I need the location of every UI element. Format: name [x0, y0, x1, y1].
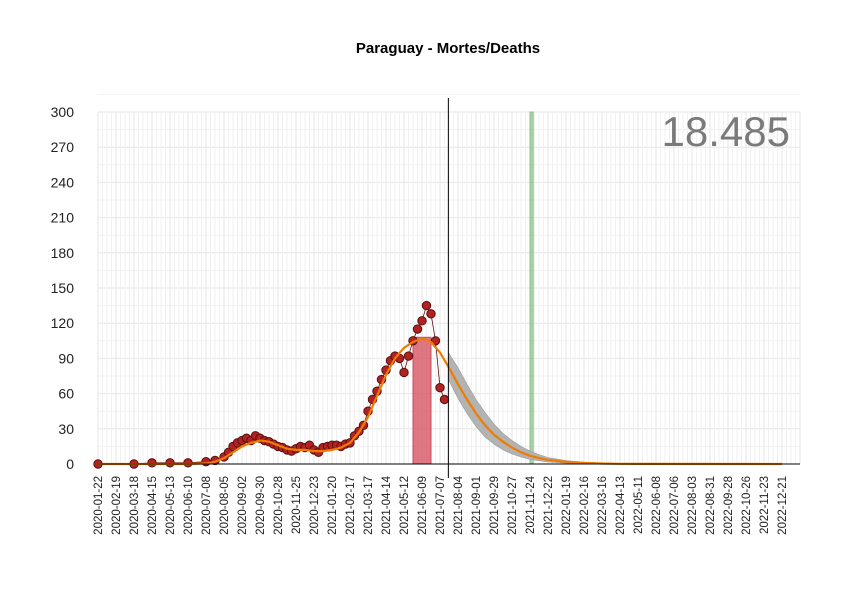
x-tick-label: 2021-01-20	[327, 476, 339, 535]
x-tick-label: 2021-03-17	[363, 476, 375, 535]
y-tick-label: 90	[58, 350, 74, 366]
x-tick-label: 2020-11-25	[291, 476, 303, 534]
x-tick-label: 2021-09-29	[489, 476, 501, 535]
y-tick-label: 270	[51, 139, 75, 155]
x-tick-label: 2020-06-10	[183, 476, 195, 535]
x-tick-label: 2020-04-15	[147, 476, 159, 535]
x-tick-label: 2021-12-22	[543, 476, 555, 535]
x-tick-label: 2021-07-07	[435, 476, 447, 535]
x-tick-label: 2021-08-04	[453, 475, 465, 534]
observed-point	[403, 351, 414, 361]
peak-band	[412, 336, 432, 465]
x-axis-ticks: 2020-01-22 2020-02-19 2020-03-18 2020-04-15…	[93, 475, 789, 534]
x-tick-label: 2022-06-08	[651, 476, 663, 535]
total-deaths-label: 18.485	[661, 108, 790, 155]
y-axis-ticks: 0 30 60 90 120 150 180 210 240 270 300	[51, 104, 75, 472]
axes	[98, 98, 800, 478]
y-tick-label: 210	[51, 210, 75, 226]
x-tick-label: 2022-03-16	[597, 476, 609, 535]
x-tick-label: 2020-01-22	[93, 476, 105, 535]
x-tick-label: 2021-06-09	[417, 476, 429, 535]
observed-point	[430, 336, 441, 346]
x-tick-label: 2020-09-02	[237, 476, 249, 535]
x-tick-label: 2020-10-28	[273, 476, 285, 535]
observed-point	[412, 324, 423, 334]
x-tick-label: 2022-01-19	[561, 476, 573, 535]
x-tick-label: 2020-07-08	[201, 476, 213, 535]
x-tick-label: 2021-09-01	[471, 476, 483, 535]
x-tick-label: 2022-05-11	[633, 476, 645, 534]
highlight-band	[529, 111, 534, 465]
y-tick-label: 60	[58, 386, 74, 402]
observed-point	[421, 300, 432, 311]
y-tick-label: 150	[51, 280, 75, 296]
observed-point	[417, 316, 427, 326]
observed-point	[439, 394, 450, 405]
observed-point	[426, 309, 436, 319]
y-tick-label: 180	[51, 245, 75, 261]
y-tick-label: 30	[58, 421, 74, 437]
x-tick-label: 2022-12-21	[777, 476, 789, 535]
x-tick-label: 2022-08-03	[687, 476, 699, 535]
observed-point	[147, 458, 157, 468]
x-tick-label: 2022-08-31	[705, 476, 717, 535]
x-tick-label: 2020-03-18	[129, 476, 141, 535]
x-tick-label: 2020-02-19	[111, 476, 123, 535]
y-tick-label: 0	[66, 456, 74, 472]
y-tick-label: 120	[51, 315, 75, 331]
x-tick-label: 2020-09-30	[255, 476, 267, 535]
x-tick-label: 2022-11-23	[759, 476, 771, 534]
x-tick-label: 2022-04-13	[615, 476, 627, 535]
x-tick-label: 2021-05-12	[399, 476, 411, 535]
x-tick-label: 2022-10-26	[741, 476, 753, 535]
x-tick-label: 2022-09-28	[723, 476, 735, 535]
x-tick-label: 2022-02-16	[579, 476, 591, 535]
x-tick-label: 2020-08-05	[219, 476, 231, 535]
trend-line	[98, 337, 783, 466]
chart-title: Paraguay - Mortes/Deaths	[355, 40, 541, 57]
x-tick-label: 2022-07-06	[669, 476, 681, 535]
x-tick-label: 2020-12-23	[309, 476, 321, 535]
grid	[97, 93, 801, 465]
x-tick-label: 2021-02-17	[345, 476, 357, 535]
observed-point	[165, 458, 175, 468]
x-tick-label: 2021-10-27	[507, 476, 519, 535]
trend-layer	[98, 337, 783, 466]
y-tick-label: 300	[51, 104, 75, 120]
x-tick-label: 2020-05-13	[165, 476, 177, 535]
y-tick-label: 240	[51, 174, 75, 190]
x-tick-label: 2021-04-14	[381, 475, 393, 534]
x-tick-label: 2021-11-24	[525, 475, 537, 534]
observed-point	[399, 367, 409, 378]
observed-point	[435, 383, 445, 393]
